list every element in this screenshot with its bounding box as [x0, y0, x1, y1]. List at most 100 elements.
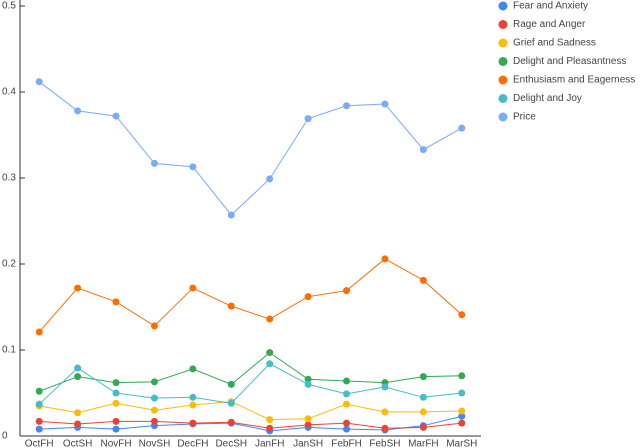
series-line: [39, 401, 462, 421]
y-tick-label: 0: [2, 431, 8, 442]
data-point: [381, 383, 389, 391]
data-point: [150, 322, 158, 330]
data-point: [227, 418, 235, 426]
legend-swatch: [498, 20, 508, 29]
data-point: [343, 400, 351, 408]
data-point: [266, 424, 274, 432]
x-tick-label: JanFH: [255, 439, 284, 448]
data-point: [419, 423, 427, 431]
y-tick-label: 0.4: [2, 87, 16, 98]
y-tick-label: 0.1: [2, 345, 16, 356]
data-point: [419, 393, 427, 401]
legend-swatch: [498, 94, 508, 103]
data-point: [112, 389, 120, 397]
data-point: [458, 389, 466, 397]
series-line: [38, 81, 463, 216]
legend-swatch: [498, 112, 508, 122]
legend-label: Price: [513, 112, 536, 123]
data-point: [304, 421, 312, 429]
data-point: [227, 399, 235, 407]
data-point: [304, 380, 312, 388]
data-point: [458, 372, 466, 380]
data-point: [35, 328, 43, 336]
data-point: [343, 102, 351, 110]
data-point: [150, 159, 158, 167]
data-point: [74, 107, 82, 115]
data-point: [266, 360, 274, 368]
x-tick-label: DecFH: [177, 439, 208, 448]
data-point: [419, 146, 427, 154]
data-point: [266, 349, 274, 357]
data-point: [343, 425, 351, 433]
data-point: [227, 211, 235, 219]
data-point: [458, 124, 466, 132]
x-tick-label: DecSH: [215, 439, 247, 448]
legend-label: Enthusiasm and Eagerness: [513, 75, 635, 86]
data-point: [74, 373, 82, 381]
data-point: [112, 298, 120, 306]
data-point: [266, 315, 274, 323]
data-point: [74, 420, 82, 428]
series-line: [39, 415, 462, 432]
data-point: [381, 100, 389, 108]
data-point: [189, 393, 197, 401]
data-point: [381, 255, 389, 263]
legend-label: Rage and Anger: [513, 19, 586, 30]
data-point: [227, 302, 235, 310]
y-tick-label: 0.5: [2, 1, 16, 12]
data-point: [74, 284, 82, 292]
series-line: [39, 351, 462, 392]
data-point: [381, 424, 389, 432]
data-point: [112, 112, 120, 120]
data-point: [150, 394, 158, 402]
x-tick-label: MarSH: [446, 439, 477, 448]
data-point: [112, 399, 120, 407]
legend-label: Delight and Pleasantness: [513, 56, 626, 67]
data-point: [150, 406, 158, 414]
data-point: [458, 412, 466, 420]
data-point: [74, 364, 82, 372]
x-tick-label: OctFH: [25, 439, 54, 448]
data-point: [227, 380, 235, 388]
data-point: [458, 311, 466, 319]
legend-swatch: [498, 57, 508, 66]
data-point: [74, 409, 82, 417]
data-point: [112, 425, 120, 433]
data-point: [343, 419, 351, 427]
series-line: [39, 420, 462, 429]
data-point: [304, 415, 312, 423]
data-point: [189, 163, 197, 171]
data-point: [304, 293, 312, 301]
data-point: [35, 400, 43, 408]
y-tick-label: 0.2: [2, 259, 16, 270]
data-point: [150, 378, 158, 386]
data-point: [419, 276, 427, 284]
data-point: [35, 387, 43, 395]
legend-label: Grief and Sadness: [513, 38, 596, 49]
data-point: [419, 373, 427, 381]
data-point: [35, 417, 43, 425]
data-point: [35, 78, 43, 86]
legend-swatch: [498, 38, 508, 48]
data-point: [112, 379, 120, 387]
data-point: [112, 417, 120, 425]
data-point: [35, 425, 43, 433]
series-line: [38, 258, 463, 333]
data-point: [189, 365, 197, 373]
data-point: [343, 377, 351, 385]
legend-swatch: [498, 75, 508, 85]
data-point: [150, 417, 158, 425]
data-point: [304, 375, 312, 383]
data-point: [189, 401, 197, 409]
x-tick-label: NovSH: [139, 439, 171, 448]
series-line: [38, 363, 462, 405]
x-tick-label: MarFH: [408, 439, 439, 448]
data-point: [458, 419, 466, 427]
data-point: [304, 115, 312, 123]
x-tick-label: FebFH: [331, 439, 362, 448]
legend-label: Delight and Joy: [513, 93, 582, 104]
x-tick-label: OctSH: [63, 439, 92, 448]
data-point: [343, 390, 351, 398]
